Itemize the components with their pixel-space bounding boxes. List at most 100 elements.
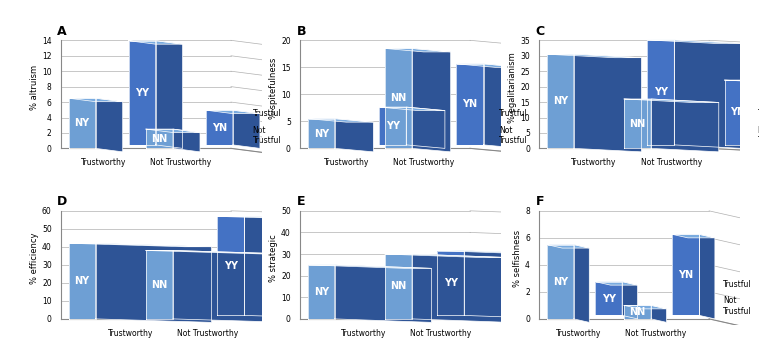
Text: YY: YY xyxy=(386,121,400,131)
Text: Trustful: Trustful xyxy=(537,280,566,289)
Polygon shape xyxy=(546,54,641,58)
Text: Not
Trustful: Not Trustful xyxy=(723,296,752,316)
Polygon shape xyxy=(233,110,260,148)
Polygon shape xyxy=(751,80,759,148)
Polygon shape xyxy=(672,235,700,315)
Polygon shape xyxy=(651,306,666,322)
Text: NY: NY xyxy=(74,118,90,128)
Polygon shape xyxy=(725,80,751,145)
Polygon shape xyxy=(437,251,561,254)
Polygon shape xyxy=(146,129,173,148)
Polygon shape xyxy=(217,216,244,315)
Polygon shape xyxy=(406,107,445,148)
Text: YY: YY xyxy=(653,87,668,97)
Polygon shape xyxy=(128,41,156,145)
Polygon shape xyxy=(217,216,361,220)
Y-axis label: % efficiency: % efficiency xyxy=(30,233,39,284)
Polygon shape xyxy=(307,265,335,319)
Polygon shape xyxy=(294,235,322,315)
Text: NN: NN xyxy=(151,280,168,290)
Text: NY: NY xyxy=(313,128,329,139)
Text: Trustful: Trustful xyxy=(757,109,759,118)
Polygon shape xyxy=(624,306,666,309)
Text: Trustworthy: Trustworthy xyxy=(323,158,369,167)
Text: Not Trustworthy: Not Trustworthy xyxy=(177,329,238,338)
Text: Trustful: Trustful xyxy=(253,109,282,118)
Y-axis label: % strategic: % strategic xyxy=(269,235,279,282)
Polygon shape xyxy=(206,110,260,114)
Y-axis label: % spitefulness: % spitefulness xyxy=(269,57,279,119)
Polygon shape xyxy=(385,48,451,52)
Polygon shape xyxy=(546,245,589,248)
Polygon shape xyxy=(156,41,183,148)
Text: YY: YY xyxy=(444,278,458,288)
Text: Not Trustworthy: Not Trustworthy xyxy=(641,158,702,167)
Text: Trustworthy: Trustworthy xyxy=(81,158,127,167)
Text: NY: NY xyxy=(553,277,568,287)
Polygon shape xyxy=(465,251,561,319)
Text: D: D xyxy=(58,196,68,208)
Text: NN: NN xyxy=(151,134,168,144)
Text: NN: NN xyxy=(629,307,646,317)
Text: B: B xyxy=(297,25,306,38)
Polygon shape xyxy=(68,243,212,247)
Text: YN: YN xyxy=(730,108,745,118)
Polygon shape xyxy=(146,129,200,133)
Polygon shape xyxy=(541,218,638,319)
Y-axis label: % egalitarianism: % egalitarianism xyxy=(509,53,518,123)
Text: Trustworthy: Trustworthy xyxy=(556,329,601,338)
Text: YN: YN xyxy=(679,270,694,280)
Text: NN: NN xyxy=(390,93,407,103)
Polygon shape xyxy=(173,251,289,322)
Text: Not
Trustful: Not Trustful xyxy=(253,126,282,145)
Y-axis label: % altruism: % altruism xyxy=(30,65,39,110)
Polygon shape xyxy=(515,218,541,315)
Polygon shape xyxy=(624,306,651,319)
Polygon shape xyxy=(483,64,522,148)
Polygon shape xyxy=(437,251,465,315)
Text: Trustworthy: Trustworthy xyxy=(572,158,617,167)
Text: Not
Trustful: Not Trustful xyxy=(537,296,566,316)
Text: Not
Trustful: Not Trustful xyxy=(311,296,340,316)
Polygon shape xyxy=(385,254,412,319)
Polygon shape xyxy=(595,282,638,285)
Polygon shape xyxy=(335,265,431,322)
Text: YN: YN xyxy=(521,262,536,272)
Text: YN: YN xyxy=(212,122,227,133)
Text: YY: YY xyxy=(224,261,238,271)
Polygon shape xyxy=(574,245,589,322)
Text: E: E xyxy=(297,196,305,208)
Polygon shape xyxy=(412,48,451,152)
Polygon shape xyxy=(322,235,438,319)
Polygon shape xyxy=(647,40,742,44)
Text: YN: YN xyxy=(301,270,316,280)
Polygon shape xyxy=(96,98,123,152)
Polygon shape xyxy=(68,98,123,102)
Text: F: F xyxy=(535,196,544,208)
Polygon shape xyxy=(146,251,173,319)
Polygon shape xyxy=(456,64,522,68)
Polygon shape xyxy=(173,129,200,152)
Text: Trustful: Trustful xyxy=(499,109,528,118)
Polygon shape xyxy=(412,254,509,322)
Polygon shape xyxy=(68,243,96,319)
Polygon shape xyxy=(546,54,574,148)
Polygon shape xyxy=(294,235,438,238)
Polygon shape xyxy=(146,251,289,254)
Polygon shape xyxy=(244,216,361,319)
Polygon shape xyxy=(96,243,212,322)
Text: Not Trustworthy: Not Trustworthy xyxy=(625,329,686,338)
Polygon shape xyxy=(725,80,759,84)
Text: Trustful: Trustful xyxy=(311,280,340,289)
Text: NY: NY xyxy=(553,96,568,106)
Polygon shape xyxy=(307,265,431,268)
Polygon shape xyxy=(595,282,622,315)
Text: NN: NN xyxy=(390,282,407,292)
Y-axis label: % selfishness: % selfishness xyxy=(513,230,522,287)
Text: C: C xyxy=(535,25,545,38)
Text: Trustworthy: Trustworthy xyxy=(341,329,386,338)
Polygon shape xyxy=(624,99,651,148)
Polygon shape xyxy=(546,245,574,319)
Text: Not Trustworthy: Not Trustworthy xyxy=(393,158,454,167)
Text: A: A xyxy=(58,25,67,38)
